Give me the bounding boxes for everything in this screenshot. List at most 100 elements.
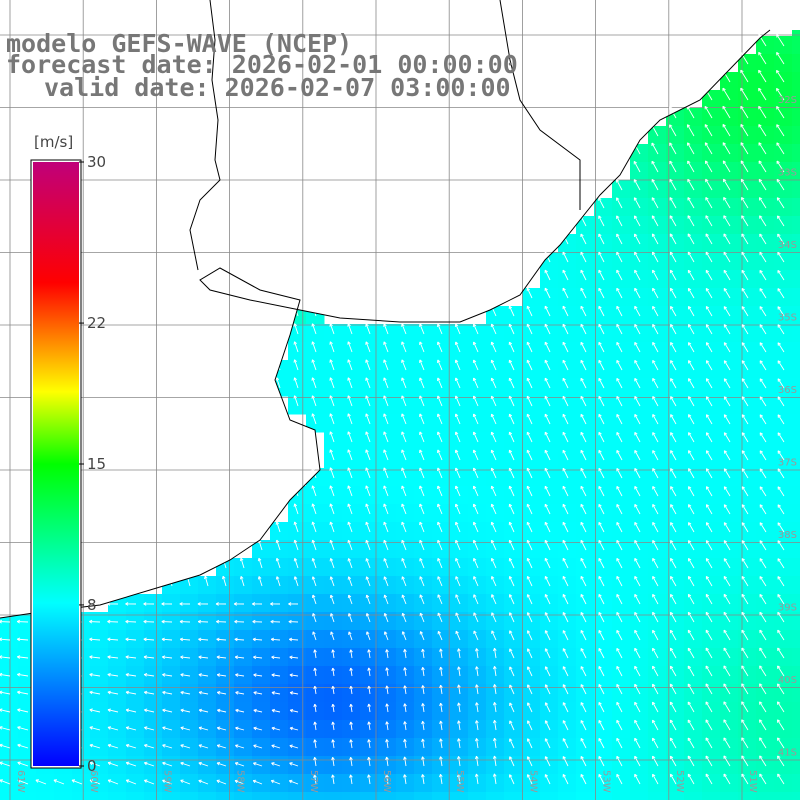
wind-arrow <box>616 233 623 245</box>
wind-cell <box>198 576 217 595</box>
wind-arrow-head <box>289 674 293 677</box>
wind-arrow <box>741 665 749 677</box>
wind-arrow-head <box>89 691 93 695</box>
wind-arrow <box>348 558 353 569</box>
wind-arrow <box>652 683 659 695</box>
wind-arrow <box>404 739 407 749</box>
wind-arrow <box>368 757 371 767</box>
wind-arrow <box>368 703 371 713</box>
wind-arrow <box>545 648 551 659</box>
wind-arrow <box>580 269 587 281</box>
wind-arrow-head <box>421 667 424 671</box>
lat-label: 34S <box>778 240 797 251</box>
wind-arrow-head <box>313 703 316 708</box>
wind-arrow <box>527 576 533 587</box>
wind-arrow <box>634 450 641 461</box>
wind-arrow-head <box>89 744 93 748</box>
wind-cell <box>288 738 307 757</box>
wind-cell <box>396 720 415 739</box>
wind-arrow <box>312 613 317 623</box>
wind-arrow <box>634 324 641 335</box>
wind-arrow <box>401 449 407 461</box>
wind-arrow <box>777 342 785 353</box>
wind-arrow-head <box>257 558 260 562</box>
wind-arrow <box>776 197 785 209</box>
wind-arrow <box>271 674 281 677</box>
wind-arrow-head <box>331 757 334 761</box>
wind-arrow <box>526 395 533 407</box>
wind-arrow <box>634 630 641 641</box>
wind-arrow <box>332 774 335 785</box>
wind-arrow <box>598 197 605 209</box>
wind-arrow-head <box>367 757 370 761</box>
wind-arrow-head <box>289 709 293 713</box>
wind-arrow <box>598 306 605 317</box>
wind-arrow <box>509 521 515 533</box>
wind-arrow <box>759 450 767 461</box>
wind-arrow <box>776 142 785 155</box>
wind-arrow <box>386 756 389 767</box>
lat-label: 39S <box>778 603 797 614</box>
wind-arrow <box>455 413 461 425</box>
wind-arrow <box>562 396 569 407</box>
wind-arrow <box>616 450 623 461</box>
wind-arrow <box>89 726 101 731</box>
wind-cell <box>378 648 397 667</box>
wind-arrow <box>350 739 353 749</box>
wind-arrow <box>706 486 713 497</box>
wind-arrow <box>616 396 623 407</box>
wind-arrow <box>562 594 569 605</box>
wind-arrow <box>437 395 443 407</box>
wind-cell <box>252 594 271 613</box>
wind-arrow <box>562 432 569 443</box>
wind-cell <box>792 360 800 379</box>
wind-arrow <box>598 233 605 245</box>
wind-cell <box>108 720 127 739</box>
wind-arrow <box>437 631 443 641</box>
wind-arrow <box>0 691 11 695</box>
wind-arrow-head <box>239 558 242 562</box>
wind-arrow <box>616 558 623 569</box>
wind-cell <box>270 756 289 775</box>
wind-cell <box>342 666 361 685</box>
wind-arrow <box>544 558 551 569</box>
wind-cell <box>126 666 145 685</box>
wind-arrow <box>289 656 299 659</box>
wind-arrow <box>473 521 479 533</box>
wind-arrow <box>759 683 767 695</box>
wind-cell <box>468 702 487 721</box>
wind-arrow <box>17 709 29 713</box>
wind-arrow <box>580 774 587 785</box>
wind-arrow-head <box>198 656 202 660</box>
wind-arrow-head <box>221 557 224 562</box>
wind-cell <box>270 648 289 667</box>
wind-arrow <box>473 576 479 587</box>
wind-arrow <box>598 468 605 479</box>
wind-arrow <box>365 323 371 335</box>
wind-arrow <box>562 576 569 587</box>
wind-arrow-head <box>107 709 111 713</box>
wind-arrow <box>652 324 659 335</box>
wind-cell <box>450 792 469 800</box>
wind-cell <box>324 612 343 631</box>
wind-arrow <box>144 762 155 767</box>
wind-arrow <box>401 503 407 515</box>
wind-arrow <box>562 378 569 389</box>
wind-arrow <box>562 666 569 677</box>
wind-arrow-head <box>421 738 424 742</box>
wind-arrow <box>455 594 461 605</box>
wind-arrow <box>89 744 101 749</box>
wind-arrow <box>669 106 677 119</box>
wind-arrow <box>491 305 497 317</box>
wind-arrow <box>419 594 425 605</box>
wind-arrow-head <box>180 656 184 659</box>
wind-arrow <box>706 414 713 425</box>
wind-cell <box>216 594 235 613</box>
wind-arrow <box>705 629 713 641</box>
wind-arrow <box>383 431 389 443</box>
wind-cell <box>144 594 163 613</box>
wind-cell <box>792 486 800 505</box>
wind-cell <box>198 612 217 631</box>
wind-cell <box>792 558 800 577</box>
wind-arrow <box>527 756 533 767</box>
